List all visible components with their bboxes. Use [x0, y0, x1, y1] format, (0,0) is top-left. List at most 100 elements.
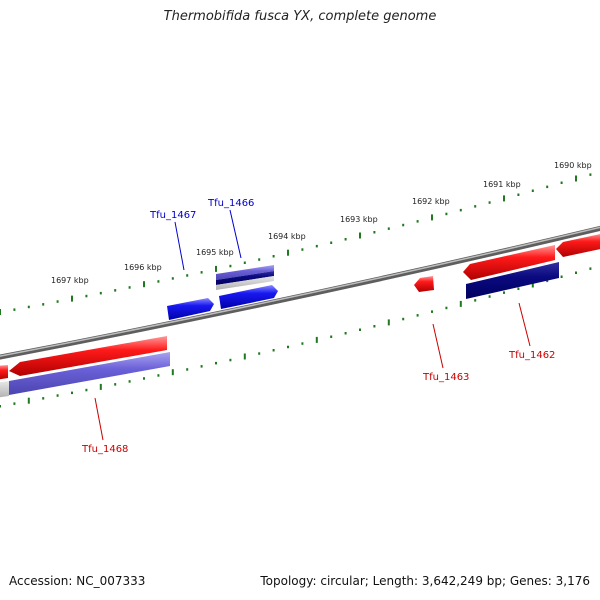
gene-feature-tfu-1466[interactable]	[216, 265, 278, 309]
gene-feature-edge[interactable]	[556, 233, 600, 257]
minor-tick	[402, 223, 405, 227]
minor-tick	[143, 377, 145, 380]
accession-text: Accession: NC_007333	[9, 574, 146, 588]
minor-tick	[0, 405, 1, 408]
gene-feature-tfu-1463[interactable]	[414, 276, 434, 292]
major-tick	[287, 249, 289, 256]
gene-label-tfu-1462: Tfu_1462	[508, 350, 555, 361]
minor-tick	[589, 173, 592, 176]
map-title: Thermobifida fusca YX, complete genome	[163, 9, 437, 24]
minor-tick	[546, 185, 549, 189]
scale-label-1691: 1691 kbp	[483, 180, 521, 189]
scale-label-1697: 1697 kbp	[51, 276, 89, 285]
minor-tick	[445, 306, 448, 310]
topology-text: Topology: circular; Length: 3,642,249 bp…	[260, 574, 590, 588]
minor-tick	[258, 352, 261, 355]
minor-tick	[301, 248, 304, 251]
major-tick	[243, 353, 246, 360]
major-tick	[143, 281, 145, 288]
major-tick	[27, 397, 30, 404]
minor-tick	[13, 308, 16, 311]
minor-tick	[99, 291, 102, 295]
scale-label-1693: 1693 kbp	[340, 215, 378, 224]
minor-tick	[315, 244, 318, 248]
minor-tick	[474, 299, 477, 302]
minor-tick	[42, 397, 45, 400]
minor-tick	[387, 227, 390, 230]
major-tick	[531, 281, 534, 288]
major-tick	[359, 232, 361, 239]
gene-label-lines	[94, 209, 531, 441]
minor-tick	[503, 291, 505, 294]
minor-tick	[85, 388, 88, 392]
scale-label-1695: 1695 kbp	[196, 248, 234, 257]
gene-label-tfu-1463: Tfu_1463	[422, 372, 469, 383]
minor-tick	[359, 328, 361, 331]
gene-feature-tfu-1462[interactable]	[463, 245, 559, 299]
minor-tick	[114, 383, 117, 386]
minor-tick	[186, 368, 189, 371]
gene-label-tfu-1467: Tfu_1467	[149, 210, 196, 221]
minor-tick	[416, 314, 419, 317]
minor-tick	[373, 231, 376, 234]
gene-label-tfu-1468: Tfu_1468	[81, 444, 128, 455]
major-tick	[387, 319, 390, 326]
minor-tick	[157, 280, 160, 283]
gene-feature-tfu-1468[interactable]	[0, 336, 170, 398]
major-tick	[99, 383, 102, 390]
minor-tick	[128, 380, 131, 383]
minor-tick	[416, 220, 419, 223]
minor-tick	[85, 294, 88, 298]
minor-tick	[402, 317, 405, 321]
minor-tick	[517, 287, 520, 290]
genome-backbone	[0, 225, 600, 360]
minor-tick	[546, 279, 549, 283]
major-tick	[171, 369, 174, 376]
major-tick	[431, 214, 433, 221]
minor-tick	[517, 193, 520, 196]
minor-tick	[330, 335, 333, 338]
inner-scale-ring	[0, 267, 592, 408]
major-tick	[575, 175, 577, 182]
outer-scale-ring	[0, 173, 592, 315]
major-tick	[315, 336, 318, 343]
minor-tick	[243, 261, 246, 264]
minor-tick	[229, 358, 232, 362]
minor-tick	[575, 271, 577, 274]
minor-tick	[13, 402, 16, 405]
minor-tick	[42, 303, 45, 306]
major-tick	[71, 295, 73, 302]
major-tick	[0, 309, 1, 315]
minor-tick	[56, 300, 59, 303]
minor-tick	[344, 238, 347, 241]
minor-tick	[200, 365, 203, 368]
minor-tick	[431, 310, 433, 313]
minor-tick	[114, 289, 117, 292]
minor-tick	[27, 305, 30, 309]
scale-label-1692: 1692 kbp	[412, 197, 450, 206]
minor-tick	[589, 267, 592, 270]
minor-tick	[128, 286, 131, 289]
minor-tick	[200, 271, 203, 274]
gene-label-tfu-1466: Tfu_1466	[207, 198, 254, 209]
minor-tick	[344, 332, 347, 335]
minor-tick	[56, 394, 59, 397]
minor-tick	[373, 325, 376, 328]
minor-tick	[157, 374, 160, 377]
scale-label-1694: 1694 kbp	[268, 232, 306, 241]
gene-feature-tfu-1467[interactable]	[167, 298, 214, 320]
minor-tick	[71, 391, 73, 395]
minor-tick	[560, 181, 563, 184]
major-tick	[215, 265, 217, 272]
minor-tick	[272, 349, 275, 352]
minor-tick	[215, 361, 217, 365]
minor-tick	[459, 208, 462, 212]
minor-tick	[301, 342, 304, 345]
minor-tick	[445, 212, 448, 216]
scale-label-1690: 1690 kbp	[554, 161, 592, 170]
minor-tick	[488, 201, 491, 204]
minor-tick	[272, 255, 275, 258]
minor-tick	[229, 264, 232, 268]
